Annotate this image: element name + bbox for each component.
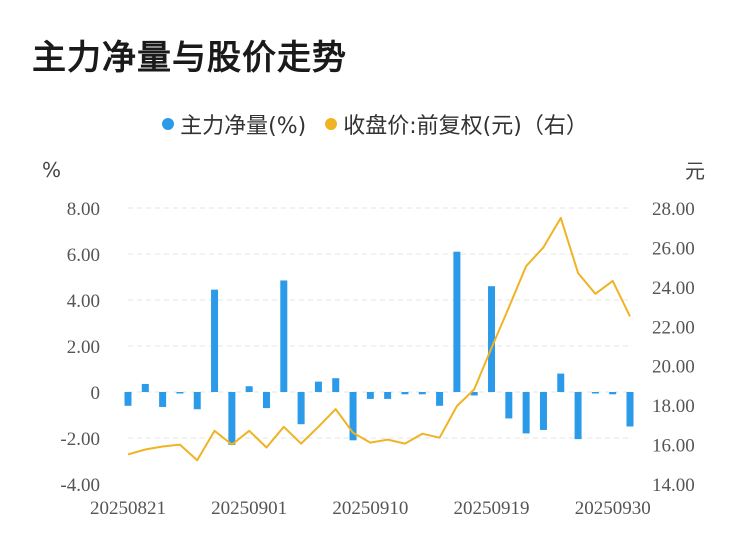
bar[interactable] [262,392,270,409]
bar[interactable] [349,392,357,441]
x-tick-label: 20250901 [211,498,287,519]
x-tick-label: 20250919 [454,498,530,519]
right-tick-label: 18.00 [652,396,695,417]
bar[interactable] [522,392,530,434]
left-tick-label: 6.00 [67,245,100,266]
legend-item-line[interactable]: 收盘价:前复权(元)（右） [325,108,588,140]
right-tick-label: 20.00 [652,357,695,378]
right-axis-ticks: 28.00 26.00 24.00 22.00 20.00 18.00 16.00 14.00 [652,199,695,496]
line-series [127,216,631,462]
left-axis-unit: % [42,158,61,182]
bar[interactable] [470,392,478,396]
bar[interactable] [176,392,184,394]
bar[interactable] [401,392,409,395]
left-tick-label: 2.00 [67,337,100,358]
left-tick-label: -4.00 [60,475,100,496]
left-tick-label: -2.00 [60,429,100,450]
bar[interactable] [384,392,392,399]
right-tick-label: 26.00 [652,238,695,259]
bar[interactable] [488,286,496,392]
bar[interactable] [505,392,513,419]
right-tick-label: 28.00 [652,199,695,220]
right-tick-label: 16.00 [652,436,695,457]
bar[interactable] [591,392,599,394]
bar-series [124,251,634,445]
legend-item-bar[interactable]: 主力净量(%) [162,108,306,140]
legend-line-marker-icon [325,118,338,130]
bar[interactable] [574,392,582,440]
legend-line-label: 收盘价:前复权(元)（右） [343,114,588,139]
bar[interactable] [193,392,201,410]
x-tick-label: 20250821 [90,498,166,519]
bar[interactable] [297,392,305,425]
bar[interactable] [141,383,149,392]
legend-bar-label: 主力净量(%) [180,114,307,139]
bar[interactable] [159,392,167,407]
left-tick-label: 0 [91,383,101,404]
x-tick-label: 20250910 [332,498,408,519]
right-axis-unit: 元 [685,159,705,183]
chart-legend: 主力净量(%) 收盘价:前复权(元)（右） [0,108,750,140]
left-tick-label: 4.00 [67,291,100,312]
bar[interactable] [211,289,219,392]
bar[interactable] [314,381,322,392]
bar[interactable] [332,378,340,392]
x-tick-label: 20250930 [575,498,651,519]
x-axis-ticks: 20250821 20250901 20250910 20250919 20250930 [90,498,651,519]
right-tick-label: 24.00 [652,278,695,299]
page-title: 主力净量与股价走势 [32,38,347,78]
bar[interactable] [539,392,547,430]
right-tick-label: 14.00 [652,475,695,496]
bar[interactable] [280,280,288,392]
bar[interactable] [228,392,236,445]
bar[interactable] [245,386,253,392]
price-line[interactable] [127,216,631,462]
bar[interactable] [366,392,374,399]
grid-lines [128,207,630,439]
left-axis-ticks: 8.00 6.00 4.00 2.00 0 -2.00 -4.00 [60,199,100,496]
bar[interactable] [557,373,565,392]
bar[interactable] [626,392,634,427]
bar[interactable] [609,392,617,395]
left-tick-label: 8.00 [67,199,100,220]
bar[interactable] [418,392,426,395]
bar[interactable] [453,251,461,392]
bar[interactable] [436,392,444,406]
legend-bar-marker-icon [162,118,175,130]
right-tick-label: 22.00 [652,317,695,338]
bar[interactable] [124,392,132,406]
